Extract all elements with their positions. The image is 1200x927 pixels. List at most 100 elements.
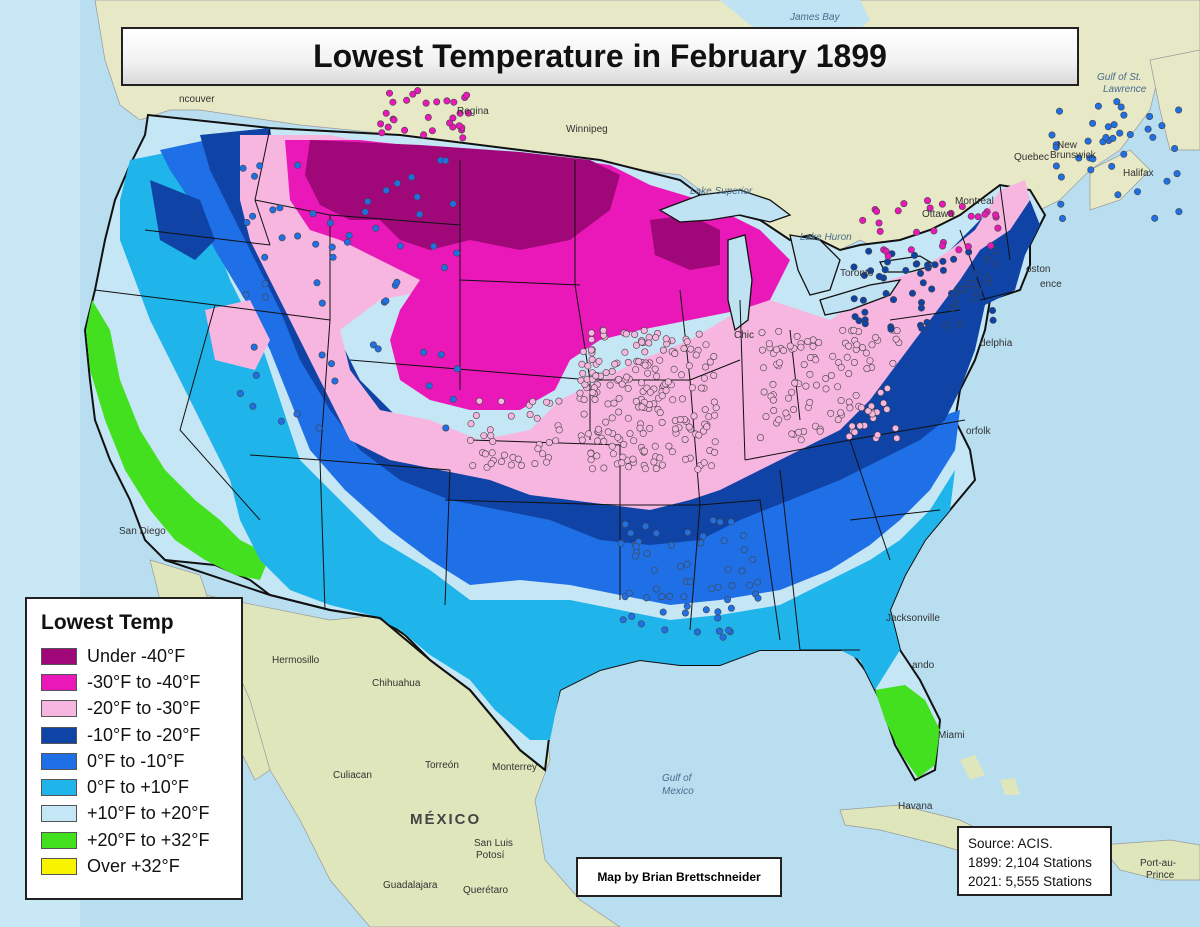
station-marker [632,542,640,550]
station-marker [469,462,477,470]
station-marker [552,437,560,445]
station-marker [974,286,982,294]
label-mexico: MÉXICO [410,811,482,828]
station-marker [889,359,897,367]
station-marker [1089,155,1097,163]
station-marker [809,342,817,350]
station-marker [610,399,618,407]
map-title: Lowest Temperature in February 1899 [313,38,887,74]
station-marker [651,442,659,450]
station-marker [714,608,722,616]
station-marker [664,378,672,386]
station-marker [619,453,627,461]
legend-item: 0°F to -10°F [41,748,227,774]
label-gulf-of-mexico-1: Gulf of [662,773,692,784]
station-marker [845,342,853,350]
station-marker [725,626,733,634]
station-marker [658,392,666,400]
map-title-box: Lowest Temperature in February 1899 [121,27,1079,86]
station-marker [770,406,778,414]
station-marker [327,360,335,368]
legend-label: -30°F to -40°F [87,671,201,692]
label-norfolk: orfolk [966,426,991,437]
station-marker [967,212,975,220]
station-marker [467,420,475,428]
station-marker [762,413,770,421]
station-marker [497,397,505,405]
station-marker [593,437,601,445]
station-marker [413,193,421,201]
station-marker [650,458,658,466]
legend-swatch [41,726,77,744]
station-marker [806,370,814,378]
label-ottawa: Ottawa [922,209,954,220]
station-marker [600,464,608,472]
station-marker [533,414,541,422]
station-marker [720,537,728,545]
station-marker [928,285,936,293]
station-marker [714,614,722,622]
station-marker [700,374,708,382]
station-marker [938,242,946,250]
station-marker [851,428,859,436]
legend-swatch [41,647,77,665]
station-marker [788,430,796,438]
station-marker [889,296,897,304]
station-marker [249,212,257,220]
station-marker [309,210,317,218]
station-marker [754,594,762,602]
station-marker [329,253,337,261]
station-marker [988,306,996,314]
station-marker [680,344,688,352]
station-marker [707,462,715,470]
station-marker [604,428,612,436]
station-marker [989,316,997,324]
station-marker [587,329,595,337]
station-marker [651,365,659,373]
station-marker [414,87,422,95]
station-marker [261,253,269,261]
station-marker [739,531,747,539]
label-miami: Miami [938,730,965,741]
station-marker [456,109,464,117]
station-marker [786,342,794,350]
station-marker [804,337,812,345]
station-marker [665,592,673,600]
station-marker [626,430,634,438]
legend-item: +20°F to +32°F [41,827,227,853]
station-marker [641,348,649,356]
station-marker [463,91,471,99]
label-halifax: Halifax [1123,168,1154,179]
label-new-brunswick-2: Brunswick [1050,150,1096,161]
station-marker [1175,208,1183,216]
station-marker [256,162,264,170]
station-marker [822,385,830,393]
station-marker [857,404,865,412]
station-marker [1109,134,1117,142]
station-marker [863,365,871,373]
station-marker [618,380,626,388]
station-marker [685,423,693,431]
station-marker [420,348,428,356]
legend-item: Under -40°F [41,643,227,669]
station-marker [1102,134,1110,142]
label-regina: Regina [457,106,489,117]
station-marker [702,341,710,349]
label-monterrey: Monterrey [492,762,538,773]
station-marker [453,249,461,257]
station-marker [1052,162,1060,170]
station-marker [489,437,497,445]
station-marker [677,371,685,379]
station-marker [656,409,664,417]
station-marker [1056,107,1064,115]
legend-label: -10°F to -20°F [87,724,201,745]
station-marker [681,455,689,463]
label-torreon: Torreón [425,760,459,771]
station-marker [703,423,711,431]
station-marker [681,435,689,443]
station-marker [635,357,643,365]
label-san-luis: San Luis [474,838,513,849]
label-orlando: ando [912,660,935,671]
station-marker [261,293,269,301]
